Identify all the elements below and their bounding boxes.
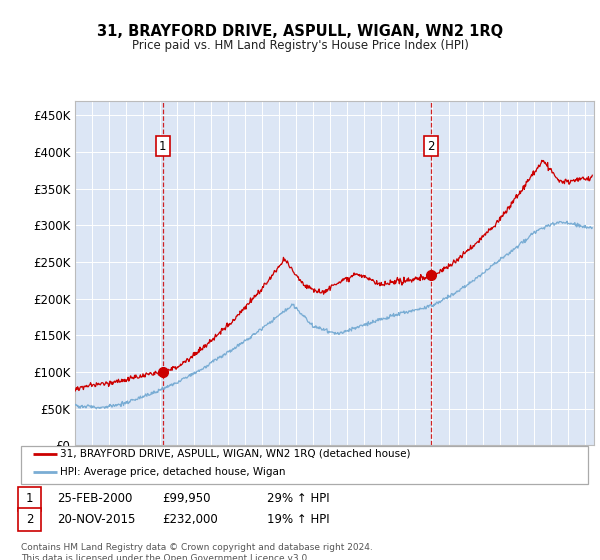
- Text: 29% ↑ HPI: 29% ↑ HPI: [267, 492, 329, 506]
- Text: Contains HM Land Registry data © Crown copyright and database right 2024.
This d: Contains HM Land Registry data © Crown c…: [21, 543, 373, 560]
- Text: HPI: Average price, detached house, Wigan: HPI: Average price, detached house, Wiga…: [60, 466, 286, 477]
- Text: 1: 1: [26, 492, 33, 506]
- Text: 19% ↑ HPI: 19% ↑ HPI: [267, 513, 329, 526]
- Text: £99,950: £99,950: [162, 492, 211, 506]
- Text: 25-FEB-2000: 25-FEB-2000: [57, 492, 133, 506]
- Text: 31, BRAYFORD DRIVE, ASPULL, WIGAN, WN2 1RQ (detached house): 31, BRAYFORD DRIVE, ASPULL, WIGAN, WN2 1…: [60, 449, 410, 459]
- Text: 2: 2: [26, 513, 33, 526]
- Text: 1: 1: [159, 140, 166, 153]
- Text: 2: 2: [427, 140, 434, 153]
- Text: 20-NOV-2015: 20-NOV-2015: [57, 513, 136, 526]
- Text: Price paid vs. HM Land Registry's House Price Index (HPI): Price paid vs. HM Land Registry's House …: [131, 39, 469, 52]
- Text: 31, BRAYFORD DRIVE, ASPULL, WIGAN, WN2 1RQ: 31, BRAYFORD DRIVE, ASPULL, WIGAN, WN2 1…: [97, 24, 503, 39]
- Text: £232,000: £232,000: [162, 513, 218, 526]
